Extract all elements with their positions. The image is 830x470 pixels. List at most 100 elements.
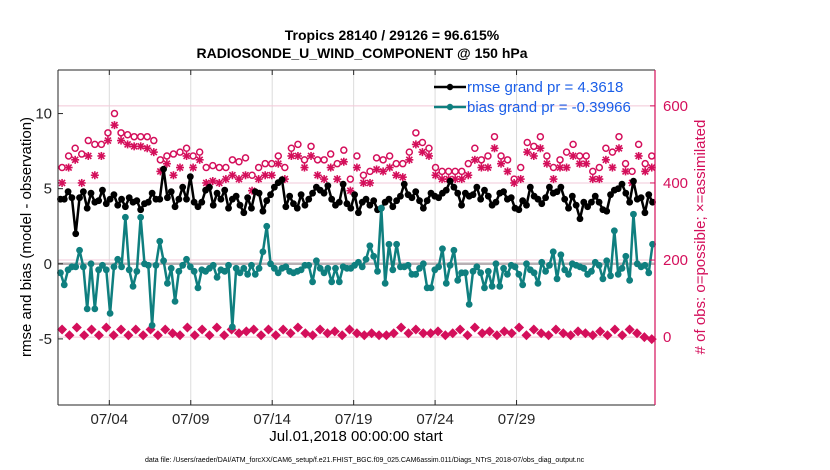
assimilated-obs-marker <box>97 151 106 160</box>
obs-count-marker <box>256 330 267 341</box>
assimilated-obs-marker <box>149 148 158 157</box>
assimilated-obs-marker <box>569 151 578 160</box>
obs-count-marker <box>64 330 75 341</box>
footer-data-file: data file: /Users/raeder/DAI/ATM_forcXX/… <box>145 457 585 464</box>
bias-point <box>381 279 389 287</box>
rmse-point <box>324 182 332 190</box>
bias-point <box>148 321 156 329</box>
bias-point <box>549 248 557 256</box>
bias-point <box>209 261 217 269</box>
bias-point <box>156 237 164 245</box>
y-tick-label: 10 <box>35 106 52 123</box>
bias-point <box>83 305 91 313</box>
rmse-point <box>225 204 232 212</box>
obs-count-marker <box>278 324 289 335</box>
obs-count-marker <box>477 328 488 339</box>
assimilated-obs-marker <box>208 177 217 186</box>
rmse-point <box>60 195 68 203</box>
bias-point <box>332 264 339 272</box>
obs-count-marker <box>315 324 326 335</box>
bias-point <box>255 264 263 272</box>
bias-point <box>60 281 68 289</box>
rmse-point <box>72 230 80 238</box>
bias-point <box>649 240 656 248</box>
y-tick-label: 5 <box>44 181 52 198</box>
obs-count-marker <box>344 324 355 335</box>
bias-point <box>511 263 519 271</box>
obs-count-marker <box>160 324 171 335</box>
possible-obs-marker <box>399 159 407 168</box>
rmse-point <box>102 200 110 208</box>
bias-point <box>442 279 450 287</box>
rmse-point <box>183 195 190 203</box>
possible-obs-marker <box>366 167 374 176</box>
x-tick-label: 07/09 <box>172 411 210 428</box>
x-tick-label: 07/24 <box>416 411 454 428</box>
bias-point <box>622 252 630 260</box>
possible-obs-marker <box>281 163 289 172</box>
obs-count-marker <box>425 328 436 339</box>
bias-point <box>335 278 343 286</box>
bias-point <box>450 246 458 254</box>
bias-point <box>355 258 362 266</box>
assimilated-obs-marker <box>162 159 171 168</box>
bias-point <box>446 261 454 269</box>
rmse-point <box>255 189 263 197</box>
bias-point <box>129 282 137 290</box>
bias-point <box>523 260 530 268</box>
bias-point <box>179 261 187 269</box>
bias-point <box>435 263 443 271</box>
obs-count-marker <box>602 330 613 341</box>
obs-count-marker <box>300 328 311 339</box>
bias-point <box>503 270 511 278</box>
bias-point <box>358 263 366 271</box>
assimilated-obs-marker <box>189 163 198 172</box>
y2-axis-label: # of obs: o=possible; ×=assimilated <box>692 120 709 355</box>
assimilated-obs-marker <box>582 159 591 168</box>
rmse-point <box>343 200 351 208</box>
assimilated-obs-marker <box>339 157 348 166</box>
bias-point <box>125 266 133 274</box>
y2-tick-label: 600 <box>663 98 688 115</box>
possible-obs-marker <box>634 140 643 149</box>
bias-point <box>553 275 561 283</box>
assimilated-obs-marker <box>608 163 617 172</box>
bias-point <box>110 263 118 271</box>
rmse-point <box>259 207 267 215</box>
possible-obs-marker <box>589 167 597 176</box>
rmse-point <box>523 201 530 209</box>
possible-obs-marker <box>431 163 440 172</box>
obs-count-marker <box>116 324 127 335</box>
bias-point <box>542 267 549 275</box>
rmse-point <box>492 198 500 206</box>
rmse-point <box>641 209 649 217</box>
assimilated-obs-marker <box>457 175 466 184</box>
possible-obs-marker <box>241 154 250 162</box>
possible-obs-marker <box>425 144 433 153</box>
obs-count-marker <box>609 324 620 335</box>
bias-point <box>324 264 332 272</box>
assimilated-obs-marker <box>366 178 375 187</box>
legend-rmse-marker <box>446 83 454 91</box>
possible-obs-marker <box>385 152 394 160</box>
assimilated-obs-marker <box>346 186 355 195</box>
bias-point <box>270 264 278 272</box>
obs-count-marker <box>285 328 296 339</box>
rmse-point <box>125 194 133 202</box>
rmse-point <box>385 195 393 203</box>
possible-obs-marker <box>582 152 590 160</box>
obs-count-marker <box>580 328 591 339</box>
assimilated-obs-marker <box>497 159 506 168</box>
tick-labels: 07/04 07/09 07/14 07/19 07/24 07/29 0 200 400 600… <box>35 98 688 428</box>
possible-obs-marker <box>457 167 466 176</box>
bias-point <box>588 267 595 275</box>
rmse-point <box>645 191 653 199</box>
rmse-point <box>351 191 358 199</box>
possible-obs-marker <box>412 129 420 137</box>
rmse-point <box>144 198 152 206</box>
bias-point <box>186 263 194 271</box>
legend-rmse-label: rmse grand pr = 4.3618 <box>467 79 623 96</box>
possible-obs-marker <box>77 150 86 158</box>
bias-point <box>232 264 240 272</box>
obs-count-marker <box>595 326 606 337</box>
